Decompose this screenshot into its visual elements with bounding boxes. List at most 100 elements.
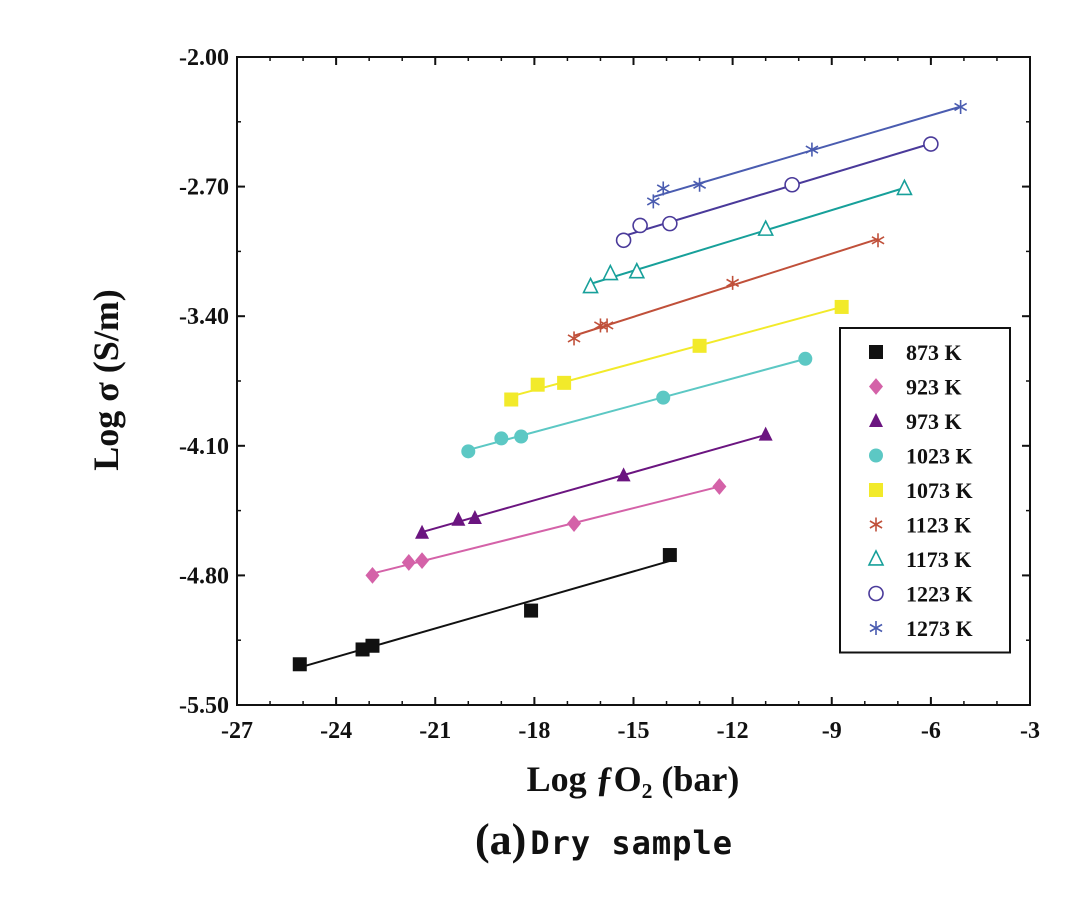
data-point [692, 338, 707, 353]
data-point [415, 524, 430, 539]
marker-stroke [693, 180, 707, 189]
marker-stroke [656, 184, 670, 193]
marker-stroke [600, 321, 614, 330]
data-point [602, 263, 619, 281]
data-point [567, 331, 581, 346]
data-point [292, 657, 307, 672]
data-point [757, 219, 774, 236]
axes: -27 -24 -21 -18 -15 -12 -9 -6 -3 -2.00 -2.70 -3.40 -… [179, 45, 1040, 744]
data-points [292, 99, 968, 672]
legend: 873 K 923 K 973 K 1023 K 1073 K 1123 K 1173 K 1… [839, 327, 1011, 654]
caption-text: Dry sample [530, 824, 733, 862]
legend-marker [869, 378, 883, 395]
legend-label: 873 K [906, 340, 962, 365]
data-point [693, 177, 707, 192]
data-point [646, 194, 660, 209]
legend-label: 1223 K [906, 582, 973, 607]
marker-stroke [567, 334, 581, 343]
data-point [871, 233, 885, 248]
marker-stroke [726, 278, 740, 288]
legend-label: 1023 K [906, 444, 973, 469]
fit-line [421, 433, 766, 534]
data-point [712, 478, 727, 495]
fit-line [372, 485, 720, 575]
data-point [784, 176, 800, 193]
data-point [805, 142, 819, 157]
data-point [896, 178, 913, 196]
y-tick-label: -5.50 [179, 693, 229, 719]
data-point [524, 603, 539, 618]
caption-tag: (a) [475, 815, 527, 864]
legend-marker [868, 585, 884, 602]
legend-marker [869, 483, 883, 497]
data-point [628, 261, 646, 279]
data-point [365, 567, 380, 584]
data-point [365, 638, 380, 653]
legend-label: 1123 K [906, 513, 971, 538]
data-point [616, 467, 631, 482]
marker-stroke [869, 623, 883, 633]
data-point [567, 515, 582, 532]
x-tick-label: -18 [518, 718, 550, 744]
fit-line [299, 560, 671, 669]
data-point [632, 217, 648, 234]
legend-marker [867, 549, 885, 566]
data-point [451, 511, 466, 526]
data-point [600, 318, 614, 333]
data-point [798, 351, 813, 366]
data-point [615, 232, 632, 249]
data-point [401, 554, 416, 571]
data-point [662, 548, 677, 563]
legend-label: 1273 K [906, 616, 973, 641]
x-tick-label: -21 [419, 718, 451, 744]
data-point [656, 390, 671, 405]
y-tick-label: -3.40 [179, 304, 229, 330]
fit-line [590, 186, 905, 285]
x-tick-label: -3 [1020, 718, 1040, 744]
y-axis-title: Log σ (S/m) [86, 289, 126, 471]
data-point [582, 276, 599, 294]
data-point [923, 136, 939, 152]
legend-marker [869, 345, 883, 359]
y-tick-label: -2.70 [179, 175, 229, 201]
legend-marker [869, 412, 883, 427]
legend-label: 1173 K [906, 547, 971, 572]
x-tick-label: -12 [717, 718, 749, 744]
legend-box [839, 327, 1011, 654]
marker-stroke [954, 102, 968, 112]
legend-label: 923 K [906, 375, 962, 400]
data-point [504, 392, 519, 407]
data-point [954, 99, 968, 114]
data-point [834, 299, 849, 314]
data-point [461, 444, 476, 459]
legend-marker [869, 517, 883, 532]
data-point [467, 509, 482, 524]
data-point [726, 275, 740, 290]
x-tick-label: -15 [618, 718, 650, 744]
x-axis-title: Log ƒO₂ (bar) [527, 759, 740, 799]
data-point [662, 215, 678, 232]
data-point [758, 426, 773, 441]
y-tick-label: -4.10 [179, 434, 229, 460]
x-tick-label: -24 [320, 718, 352, 744]
x-tick-label: -6 [921, 718, 941, 744]
data-point [530, 377, 545, 392]
data-point [656, 181, 670, 196]
data-point [415, 552, 430, 569]
marker-stroke [869, 520, 883, 529]
legend-marker [869, 621, 883, 635]
legend-marker [869, 448, 883, 463]
figure-caption: (a) Dry sample [475, 814, 733, 865]
data-point [494, 431, 509, 446]
marker-stroke [805, 145, 819, 154]
x-tick-label: -9 [822, 718, 842, 744]
data-point [514, 429, 529, 444]
y-tick-label: -2.00 [179, 45, 229, 71]
fit-line [573, 237, 879, 337]
x-tick-label: -27 [221, 718, 253, 744]
data-point [557, 375, 572, 390]
marker-stroke [871, 236, 885, 245]
legend-label: 973 K [906, 409, 962, 434]
legend-label: 1073 K [906, 478, 973, 503]
